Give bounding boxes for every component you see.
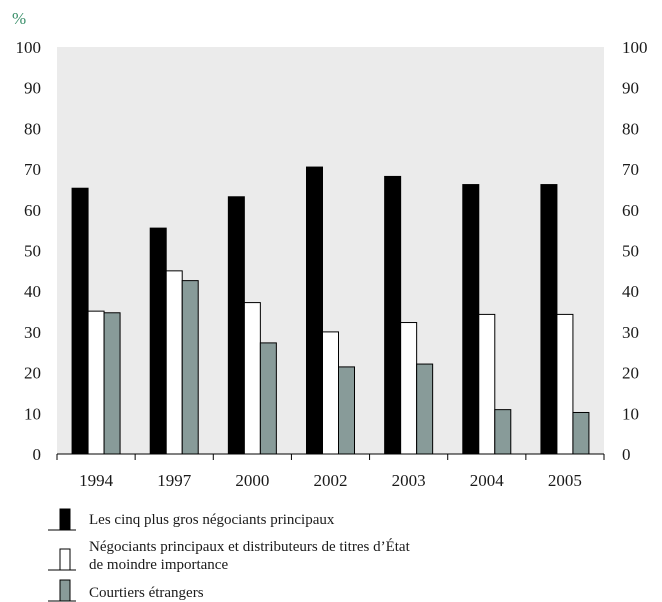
x-tick-label: 2004 — [470, 471, 505, 490]
y-tick-label-right: 20 — [622, 364, 639, 383]
y-tick-label-left: 30 — [24, 323, 41, 342]
y-tick-label-right: 100 — [622, 38, 648, 57]
bar-foreign-brokers-2005 — [572, 411, 590, 455]
y-tick-label-right: 40 — [622, 282, 639, 301]
bar-foreign-brokers-1994 — [103, 312, 121, 455]
bar-foreign-brokers-2003 — [416, 363, 434, 455]
legend-label: Courtiers étrangers — [89, 585, 204, 601]
y-tick-label-left: 0 — [33, 445, 42, 464]
x-tick-label: 2002 — [314, 471, 348, 490]
bar-other-dealers-2005 — [556, 313, 574, 455]
bar-other-dealers-1994 — [87, 310, 105, 455]
y-tick-label-right: 0 — [622, 445, 631, 464]
y-tick-label-left: 50 — [24, 242, 41, 261]
legend-swatch — [59, 508, 71, 531]
bar-top-five-2002 — [306, 166, 323, 455]
y-tick-label-left: 40 — [24, 282, 41, 301]
legend-swatch — [59, 579, 71, 602]
bar-series-group — [71, 166, 590, 455]
bar-foreign-brokers-2004 — [494, 409, 512, 455]
bar-foreign-brokers-2000 — [259, 342, 277, 455]
y-tick-label-right: 30 — [622, 323, 639, 342]
bar-other-dealers-2000 — [243, 302, 261, 455]
bar-other-dealers-2003 — [400, 322, 418, 455]
x-tick-label: 1994 — [79, 471, 114, 490]
y-tick-label-right: 80 — [622, 119, 639, 138]
x-tick-label: 2003 — [392, 471, 426, 490]
bar-top-five-2004 — [462, 184, 480, 455]
bar-top-five-1997 — [149, 227, 167, 455]
x-tick-label: 2000 — [235, 471, 269, 490]
x-tick-label: 2005 — [548, 471, 582, 490]
y-tick-label-right: 60 — [622, 201, 639, 220]
y-tick-label-left: 70 — [24, 160, 41, 179]
legend: Les cinq plus gros négociants principaux… — [48, 508, 411, 602]
bar-other-dealers-2002 — [322, 331, 339, 455]
y-axis-left: 0 10 20 30 40 50 60 70 80 90 100 — [16, 38, 42, 464]
bar-top-five-2005 — [540, 184, 558, 455]
y-tick-label-right: 10 — [622, 404, 639, 423]
y-axis-right: 0 10 20 30 40 50 60 70 80 90 100 — [622, 38, 648, 464]
bar-other-dealers-1997 — [165, 270, 183, 455]
legend-label: Négociants principaux et distributeurs d… — [89, 538, 411, 573]
bar-foreign-brokers-2002 — [338, 366, 355, 455]
x-axis: 1994 1997 2000 2002 2003 2004 2005 — [56, 453, 605, 490]
y-tick-label-left: 20 — [24, 364, 41, 383]
legend-label: Les cinq plus gros négociants principaux — [89, 512, 335, 528]
bar-top-five-2000 — [227, 196, 245, 455]
y-tick-label-left: 90 — [24, 79, 41, 98]
bar-foreign-brokers-1997 — [181, 280, 199, 455]
y-axis-unit-label: % — [12, 9, 26, 28]
y-tick-label-right: 50 — [622, 242, 639, 261]
y-tick-label-left: 80 — [24, 119, 41, 138]
y-tick-label-left: 100 — [16, 38, 42, 57]
bar-other-dealers-2004 — [478, 313, 496, 455]
y-tick-label-left: 60 — [24, 201, 41, 220]
bar-top-five-2003 — [384, 175, 402, 455]
y-tick-label-right: 70 — [622, 160, 639, 179]
bar-top-five-1994 — [71, 187, 89, 455]
y-tick-label-right: 90 — [622, 79, 639, 98]
legend-swatch — [59, 548, 71, 571]
x-tick-label: 1997 — [157, 471, 192, 490]
y-tick-label-left: 10 — [24, 404, 41, 423]
